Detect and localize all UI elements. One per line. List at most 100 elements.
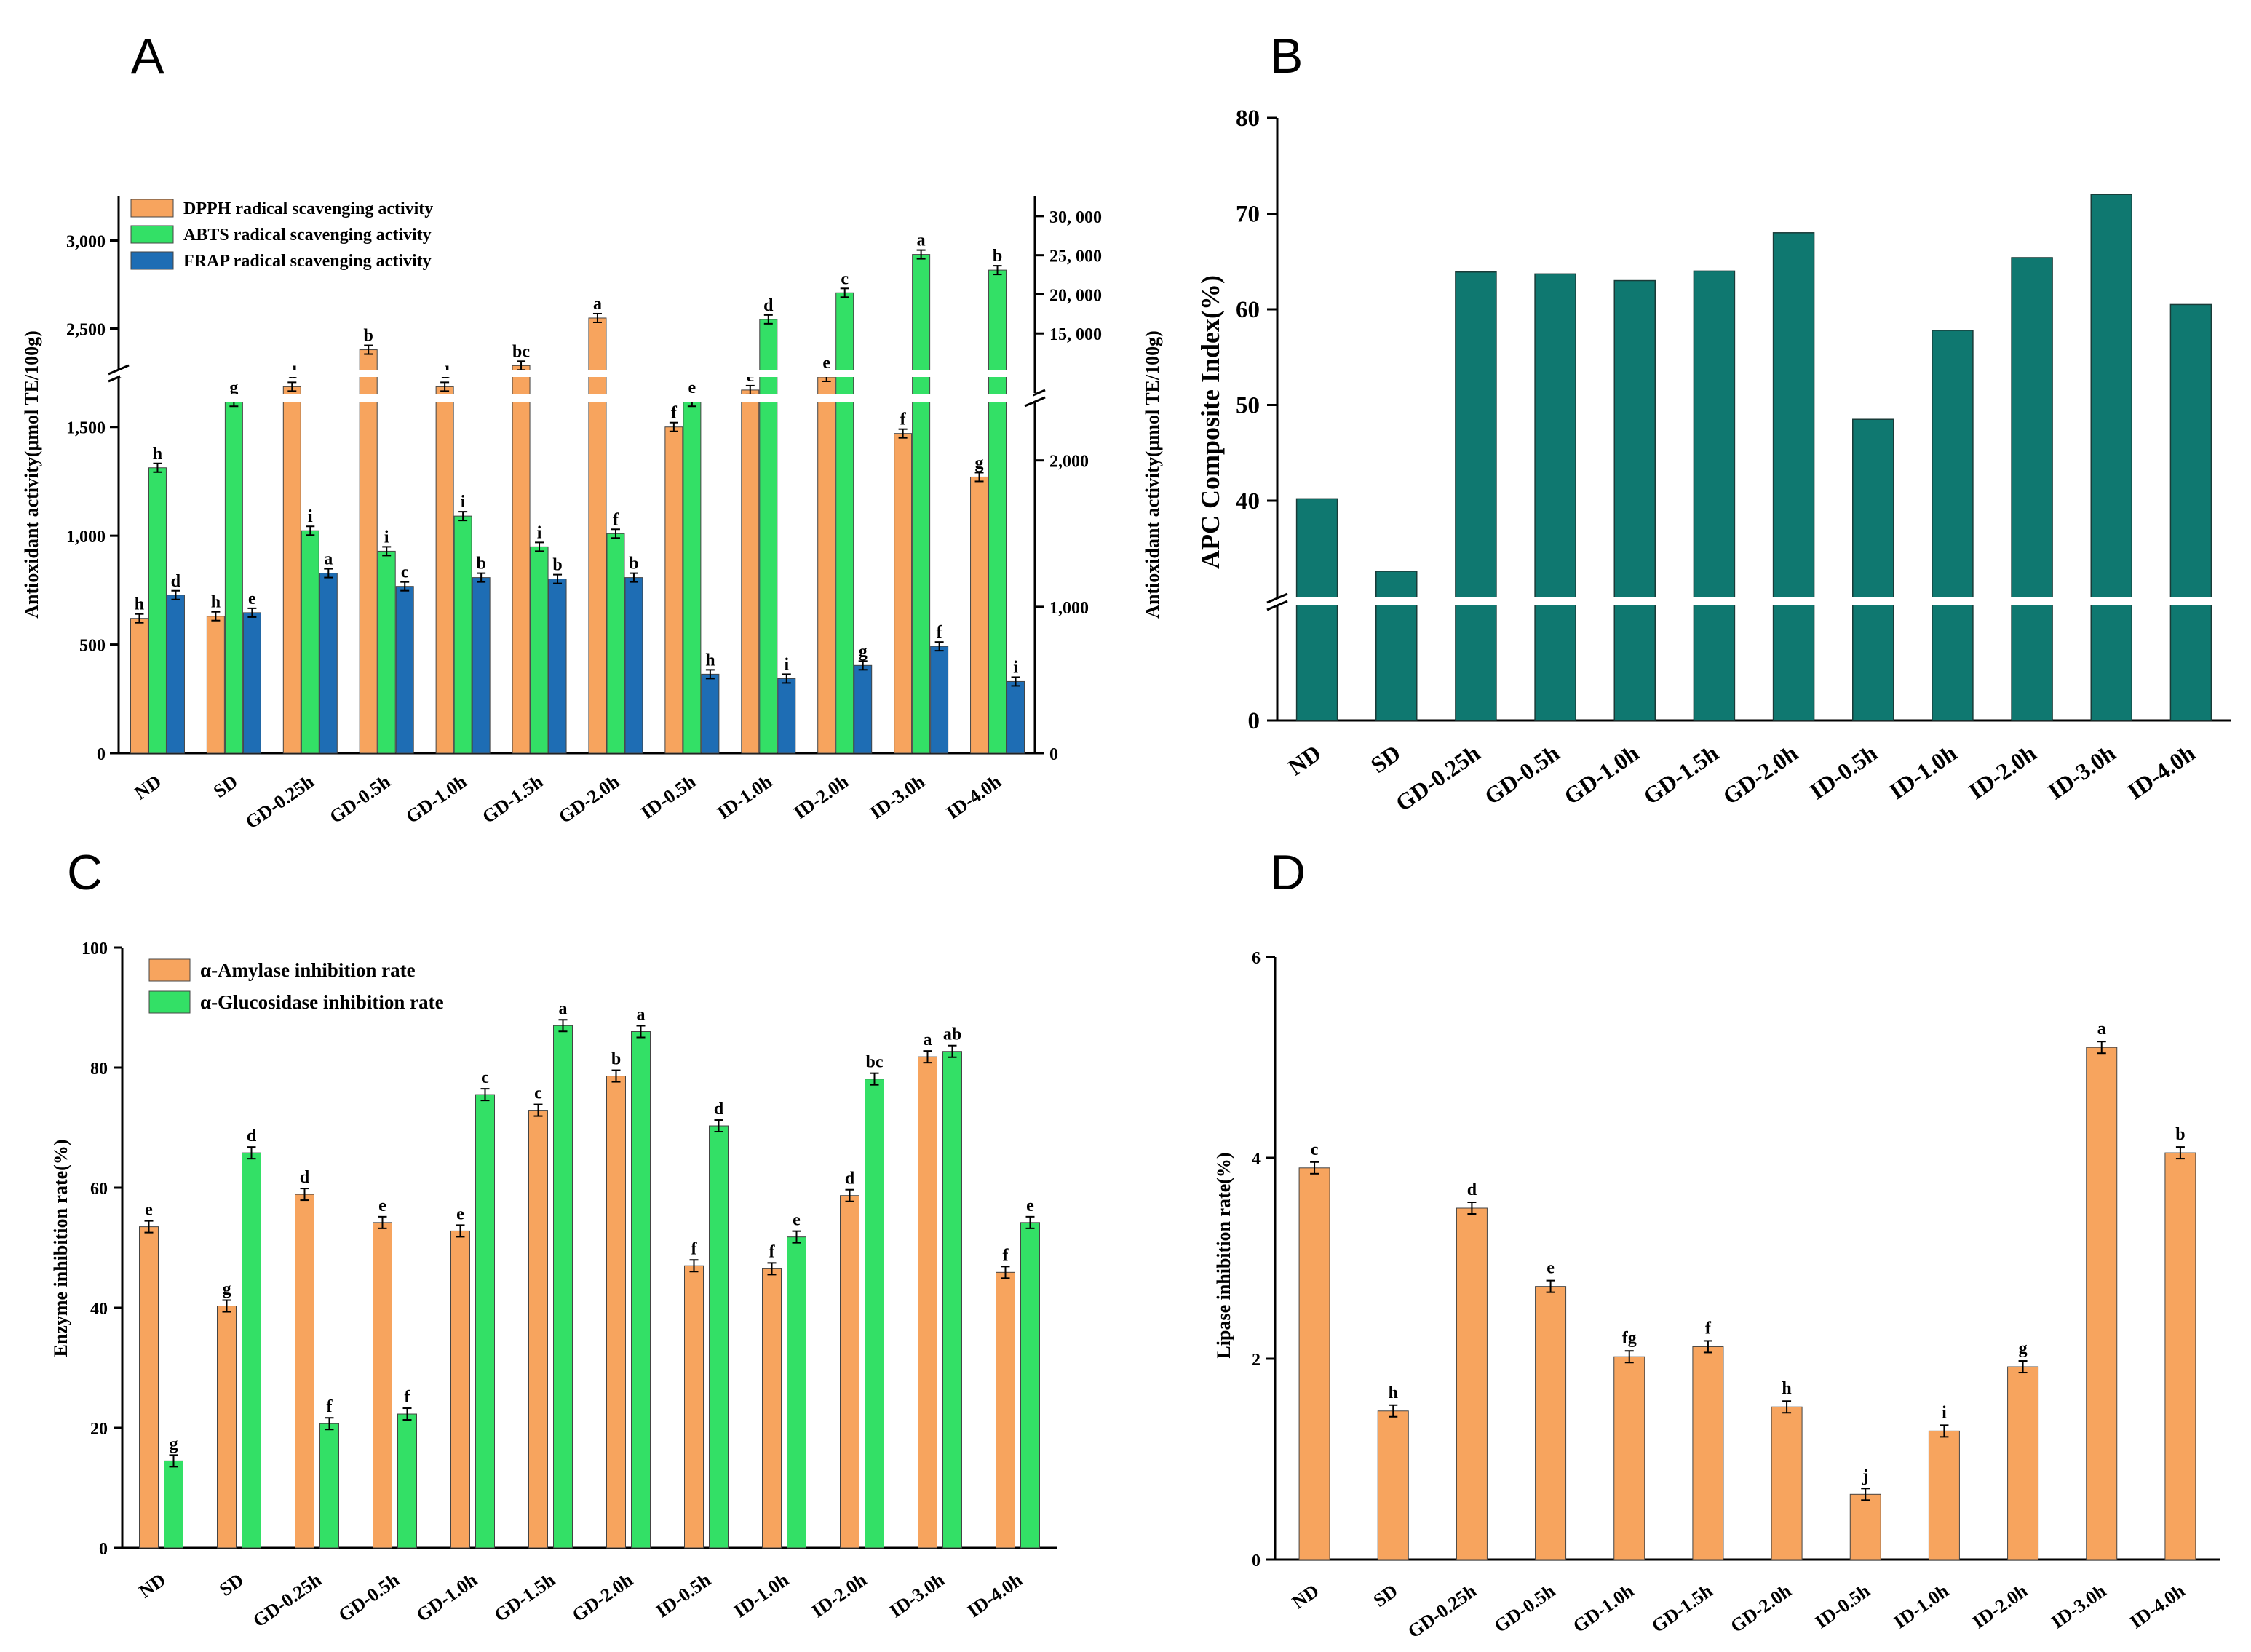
significance-label: b [611,1050,621,1069]
panel-a-category-label: ID-1.0h [713,771,776,824]
bar-0-ND [139,1226,159,1549]
bar-GD-1.5h [1692,1346,1724,1560]
significance-label: h [705,651,715,670]
panel-c-category-label: ID-4.0h [964,1569,1026,1622]
panel-d-category-label: ID-2.0h [1969,1580,2031,1633]
legend-swatch [130,199,174,218]
bar-ID-4.0h [2169,303,2212,721]
significance-label: a [924,1030,932,1049]
significance-label: g [975,453,984,472]
significance-label: i [1013,658,1018,677]
panel-a-category-label: SD [210,771,242,802]
significance-label: h [153,445,162,464]
panel-a-chart: A 0 500 1,000 1,500 2,500 3,000 0 1,000 2,000 15, … [21,28,1163,833]
bar-1-GD-2.0h [606,533,625,754]
left-axis-break-mark [108,364,130,376]
significance-label: bc [866,1053,884,1072]
bar-ID-3.0h [2086,1047,2118,1560]
legend-label: FRAP radical scavenging activity [183,252,432,271]
panel-letter-d: D [1270,845,1306,900]
significance-label: g [229,378,238,397]
panel-b-category-label: GD-0.25h [1391,739,1485,817]
right-y-tick-label: 15, 000 [1049,325,1102,344]
bar-0-ID-0.5h [684,1265,704,1549]
panel-a-category-label: GD-0.25h [242,771,318,833]
y-tick-label: 0 [1248,708,1261,734]
significance-label: d [1467,1180,1477,1199]
y-tick-label: 80 [1236,106,1260,132]
bar-2-ID-2.0h [854,664,873,754]
panel-a-category-label: GD-2.0h [555,771,624,827]
bar-0-ND [130,618,148,754]
bar-1-GD-1.0h [453,515,472,754]
y-tick-label: 60 [1236,297,1260,323]
legend-label: DPPH radical scavenging activity [183,199,433,218]
bar-1-ID-1.0h [759,319,778,754]
bar-1-GD-1.5h [553,1025,573,1549]
significance-label: e [145,1201,153,1220]
left-y-tick-label: 3,000 [66,233,106,252]
bar-0-GD-2.0h [606,1076,626,1549]
significance-label: e [1026,1196,1034,1215]
bar-0-GD-1.0h [435,386,454,754]
bar-2-GD-1.0h [472,577,491,754]
bar-1-GD-0.25h [301,530,319,754]
bar-0-GD-1.5h [528,1110,548,1549]
bar-1-ID-2.0h [865,1079,884,1549]
legend-swatch [130,225,174,244]
significance-label: a [917,231,926,250]
panel-c-category-label: GD-0.5h [335,1569,404,1626]
panel-a-category-label: ND [130,771,164,803]
bar-GD-0.5h [1535,1286,1567,1560]
significance-label: h [135,595,144,614]
significance-label: f [405,1388,411,1407]
bar-1-ID-4.0h [988,269,1007,754]
bar-0-ID-4.0h [996,1271,1015,1549]
significance-label: f [671,404,678,423]
y-tick-label: 2 [1252,1351,1261,1370]
significance-label: h [211,593,221,612]
bar-ID-2.0h [2007,1366,2039,1560]
y-tick-label: 40 [1236,488,1260,515]
bar-ID-0.5h [1852,418,1894,721]
bar-2-SD [242,612,261,754]
significance-label: f [1705,1319,1712,1338]
bar-1-ID-3.0h [912,254,931,754]
significance-label: bc [512,342,530,361]
significance-label: d [300,1168,310,1187]
significance-label: g [223,1280,231,1299]
significance-label: a [2097,1020,2106,1039]
significance-label: a [637,1006,646,1025]
bar-1-ID-1.0h [787,1236,806,1549]
legend-swatch [130,251,174,270]
bar-1-GD-2.0h [631,1031,651,1549]
panel-a-category-label: ID-0.5h [637,771,699,824]
significance-label: i [461,493,466,512]
bar-SD [1377,1410,1409,1560]
bar-0-SD [217,1306,237,1549]
panel-c-category-label: SD [215,1569,247,1600]
bar-2-GD-1.5h [548,579,567,754]
significance-label: b [629,555,638,573]
significance-label: h [1782,1379,1791,1398]
legend-swatch [148,990,191,1014]
significance-label: d [247,1127,257,1145]
bar-ID-4.0h [2164,1152,2196,1560]
bar-0-ID-2.0h [817,376,836,754]
panel-c-category-label: GD-1.0h [413,1569,482,1626]
bar-2-GD-0.5h [395,586,414,754]
panel-c-category-label: ID-2.0h [808,1569,870,1622]
bar-1-ID-2.0h [835,292,854,754]
significance-label: c [401,563,409,582]
right-axis-break-mark [1024,396,1046,408]
significance-label: f [900,410,907,429]
significance-label: b [476,555,485,573]
significance-label: e [456,1204,464,1223]
bar-2-GD-2.0h [624,577,643,754]
significance-label: b [993,247,1002,266]
significance-label: c [841,269,849,288]
significance-label: f [613,510,619,529]
left-y-tick-label: 1,000 [66,528,106,547]
significance-label: e [378,1196,386,1215]
